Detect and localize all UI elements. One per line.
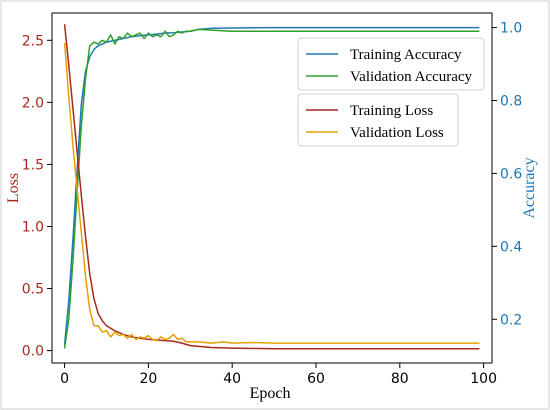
series-layer [63, 24, 480, 350]
series-line-validation-accuracy [63, 28, 480, 349]
legend-accuracy: Training Accuracy Validation Accuracy [297, 37, 485, 91]
y-right-tick-label: 0.8 [500, 94, 522, 110]
series-line-training-loss [63, 24, 480, 350]
series-line-validation-loss [63, 42, 480, 344]
y-left-tick-label: 2.5 [22, 33, 44, 49]
series-line-training-accuracy [63, 26, 480, 345]
legend-label-validation-accuracy: Validation Accuracy [350, 69, 473, 85]
legend-loss-box [297, 93, 459, 147]
legend-label-training-loss: Training Loss [350, 103, 433, 119]
x-tick-label: 100 [470, 371, 497, 387]
y-left-tick-label: 2.0 [22, 95, 44, 111]
y-left-tick-label: 0.5 [22, 282, 44, 298]
legend-accuracy-box [297, 37, 485, 91]
y-left-axis-label: Loss [5, 173, 22, 203]
y-right-tick-label: 0.6 [500, 166, 522, 182]
ticks-layer: 0 20 40 60 80 100 0.0 0.5 1.0 1.5 2.0 2.5 0.2 0.4 0.6 0… [22, 21, 523, 387]
y-right-tick-label: 0.4 [500, 239, 522, 255]
x-tick-label: 0 [60, 371, 69, 387]
legend-label-validation-loss: Validation Loss [350, 125, 444, 141]
legend-label-training-accuracy: Training Accuracy [350, 47, 462, 63]
y-left-tick-label: 1.0 [22, 219, 44, 235]
x-tick-label: 60 [307, 371, 325, 387]
plot-frame [51, 12, 493, 364]
y-right-axis-label: Accuracy [521, 157, 538, 218]
x-axis-label: Epoch [250, 385, 291, 402]
y-left-tick-label: 0.0 [22, 344, 44, 360]
y-right-tick-label: 0.2 [500, 312, 522, 328]
y-right-tick-label: 1.0 [500, 21, 522, 37]
x-tick-label: 80 [391, 371, 409, 387]
legend-loss: Training Loss Validation Loss [297, 93, 459, 147]
y-left-tick-label: 1.5 [22, 157, 44, 173]
x-tick-label: 20 [139, 371, 157, 387]
x-tick-label: 40 [223, 371, 241, 387]
